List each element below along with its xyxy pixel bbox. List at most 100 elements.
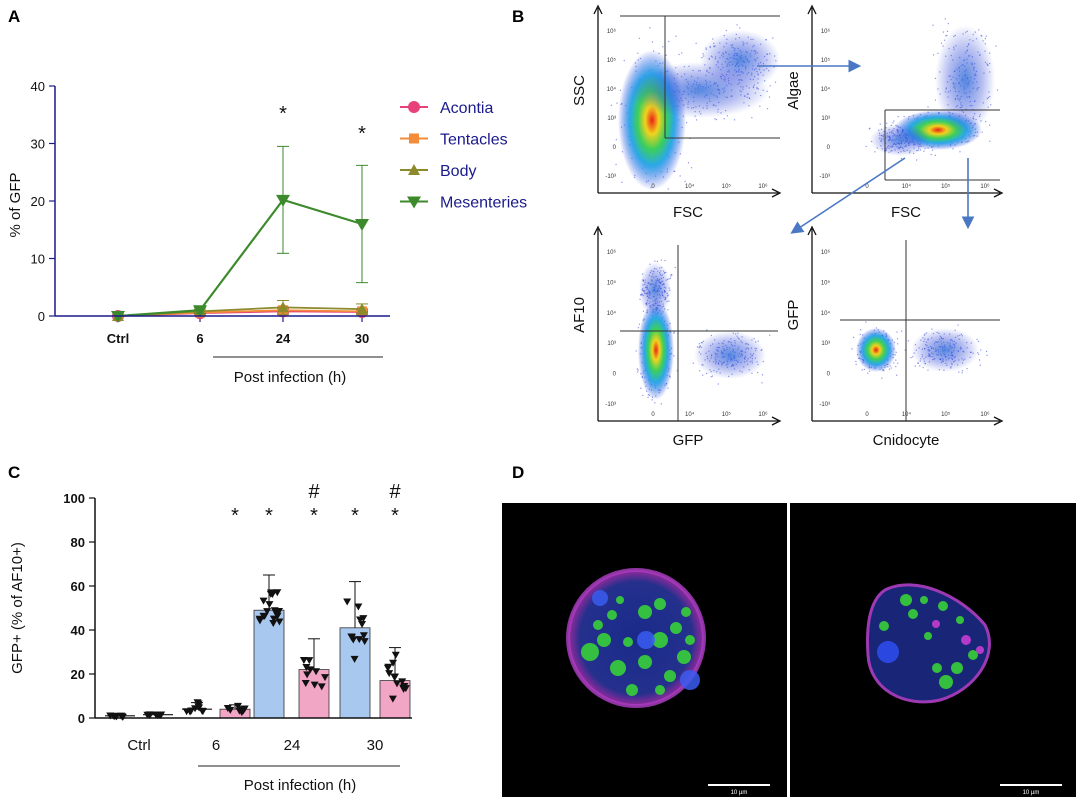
chart-a-xtick-label: 6 [196,331,203,346]
chart-c-point [391,651,400,659]
flow-event [637,369,639,371]
flow-event [888,368,891,370]
legend-label-mesenteries: Mesenteries [440,195,527,212]
chart-c-sig-hash: # [389,481,401,503]
flow-event [739,27,741,29]
flow-event [855,363,857,365]
chart-c-point [193,699,202,707]
flow-event [859,333,861,336]
symbiont-cell [670,622,682,634]
symbiont-cell [956,616,964,624]
chart-c-ylabel: GFP+ (% of AF10+) [9,542,26,674]
chart-c-ytick-label: 60 [71,579,85,594]
flow-ytick-label: 0 [827,145,831,151]
flow-event [636,368,638,370]
chart-a-xtick-label: Ctrl [107,331,129,346]
chart-a-point [407,196,421,209]
flow-event [897,116,899,118]
flow-event [615,163,617,166]
flow-ytick-label: 10⁴ [821,86,831,93]
flow-ytick-label: 10³ [607,341,616,347]
flow-x-arrow [771,188,782,198]
chart-c-point [194,703,203,711]
chart-c-point [398,678,407,686]
flow-density-cloud [856,328,896,372]
flow-event [897,362,899,364]
chart-a-point [111,311,125,323]
flow-event [896,374,898,376]
flow-event [919,365,921,367]
chart-c-point [354,603,363,611]
flow-event [979,364,981,366]
flow-event [702,374,704,376]
flow-event [984,120,987,123]
flow-event [690,167,693,169]
flow-event [676,370,678,372]
flow-event [931,149,934,151]
flow-event [681,52,683,54]
flow-event [868,370,871,372]
flow-event [667,309,669,311]
flow-event [679,175,681,177]
chart-c-point [347,634,356,642]
chart-c-point [401,685,410,693]
flow-event [895,351,897,353]
flow-event [867,372,869,374]
flow-plot-1: 10⁶ 10⁵ 10⁴ 10³ 0 -10³ 0 10⁴ 10⁵ 10⁶ FSC SSC [571,4,782,221]
chart-c-point [255,617,264,625]
flow-event [940,42,943,44]
flow-ytick-label: -10³ [819,402,830,408]
flow-event [640,387,642,389]
chart-c-point [153,712,162,720]
chart-c-point [310,681,319,689]
chart-c-point [259,597,268,605]
flow-event [772,37,774,39]
chart-c-point [182,708,191,716]
flow-x-arrow [993,188,1004,198]
flow-event [667,387,669,389]
flow-xtick-label: 10⁶ [758,183,768,190]
flow-event [855,360,857,363]
chart-a-sig-24: * [279,103,287,125]
chart-c-sig-star: * [265,505,273,527]
flow-event [761,374,764,376]
flow-event [961,372,963,374]
flow-ytick-label: 10⁵ [607,279,617,286]
chart-c-xtick-label: 30 [367,737,384,754]
flow-density-cloud [700,30,780,90]
chart-a-ytick-label: 20 [31,194,45,209]
gating-arrows [757,59,975,234]
symbiont-cell [597,633,611,647]
chart-c-point [393,680,402,688]
legend-label-tentacles: Tentacles [440,132,508,149]
flow-ytick-label: 10⁴ [821,310,831,317]
gate-arrow-2 [790,157,906,234]
symbiont-cell [939,675,953,689]
flow-ytick-label: -10³ [605,402,616,408]
chart-c-point [259,612,268,620]
flow-event [642,394,644,397]
chart-c-xtick-label: Ctrl [127,737,150,754]
flow-event [976,338,978,341]
flow-event [947,23,949,25]
symbiont-cell [951,662,963,674]
flow-event [669,277,671,279]
flow-event [930,153,932,156]
chart-c-xgroup-label: Post infection (h) [244,777,357,794]
flow-event [978,359,981,361]
chart-c-point [301,680,310,688]
flow-ytick-label: 10⁶ [607,249,617,256]
flow-event [671,274,673,276]
chart-c-bar-group: *# [298,481,330,719]
flow-event [664,259,666,262]
flow-event [861,369,863,371]
flow-event [863,368,865,371]
flow-ylabel: GFP [785,300,802,331]
flow-xtick-label: 10⁴ [685,183,695,190]
flow-event [711,375,714,377]
flow-event [706,329,708,331]
flow-event [980,349,982,351]
flow-event [893,120,895,122]
chart-a-ytick-label: 0 [38,309,45,324]
flow-event [875,327,877,329]
